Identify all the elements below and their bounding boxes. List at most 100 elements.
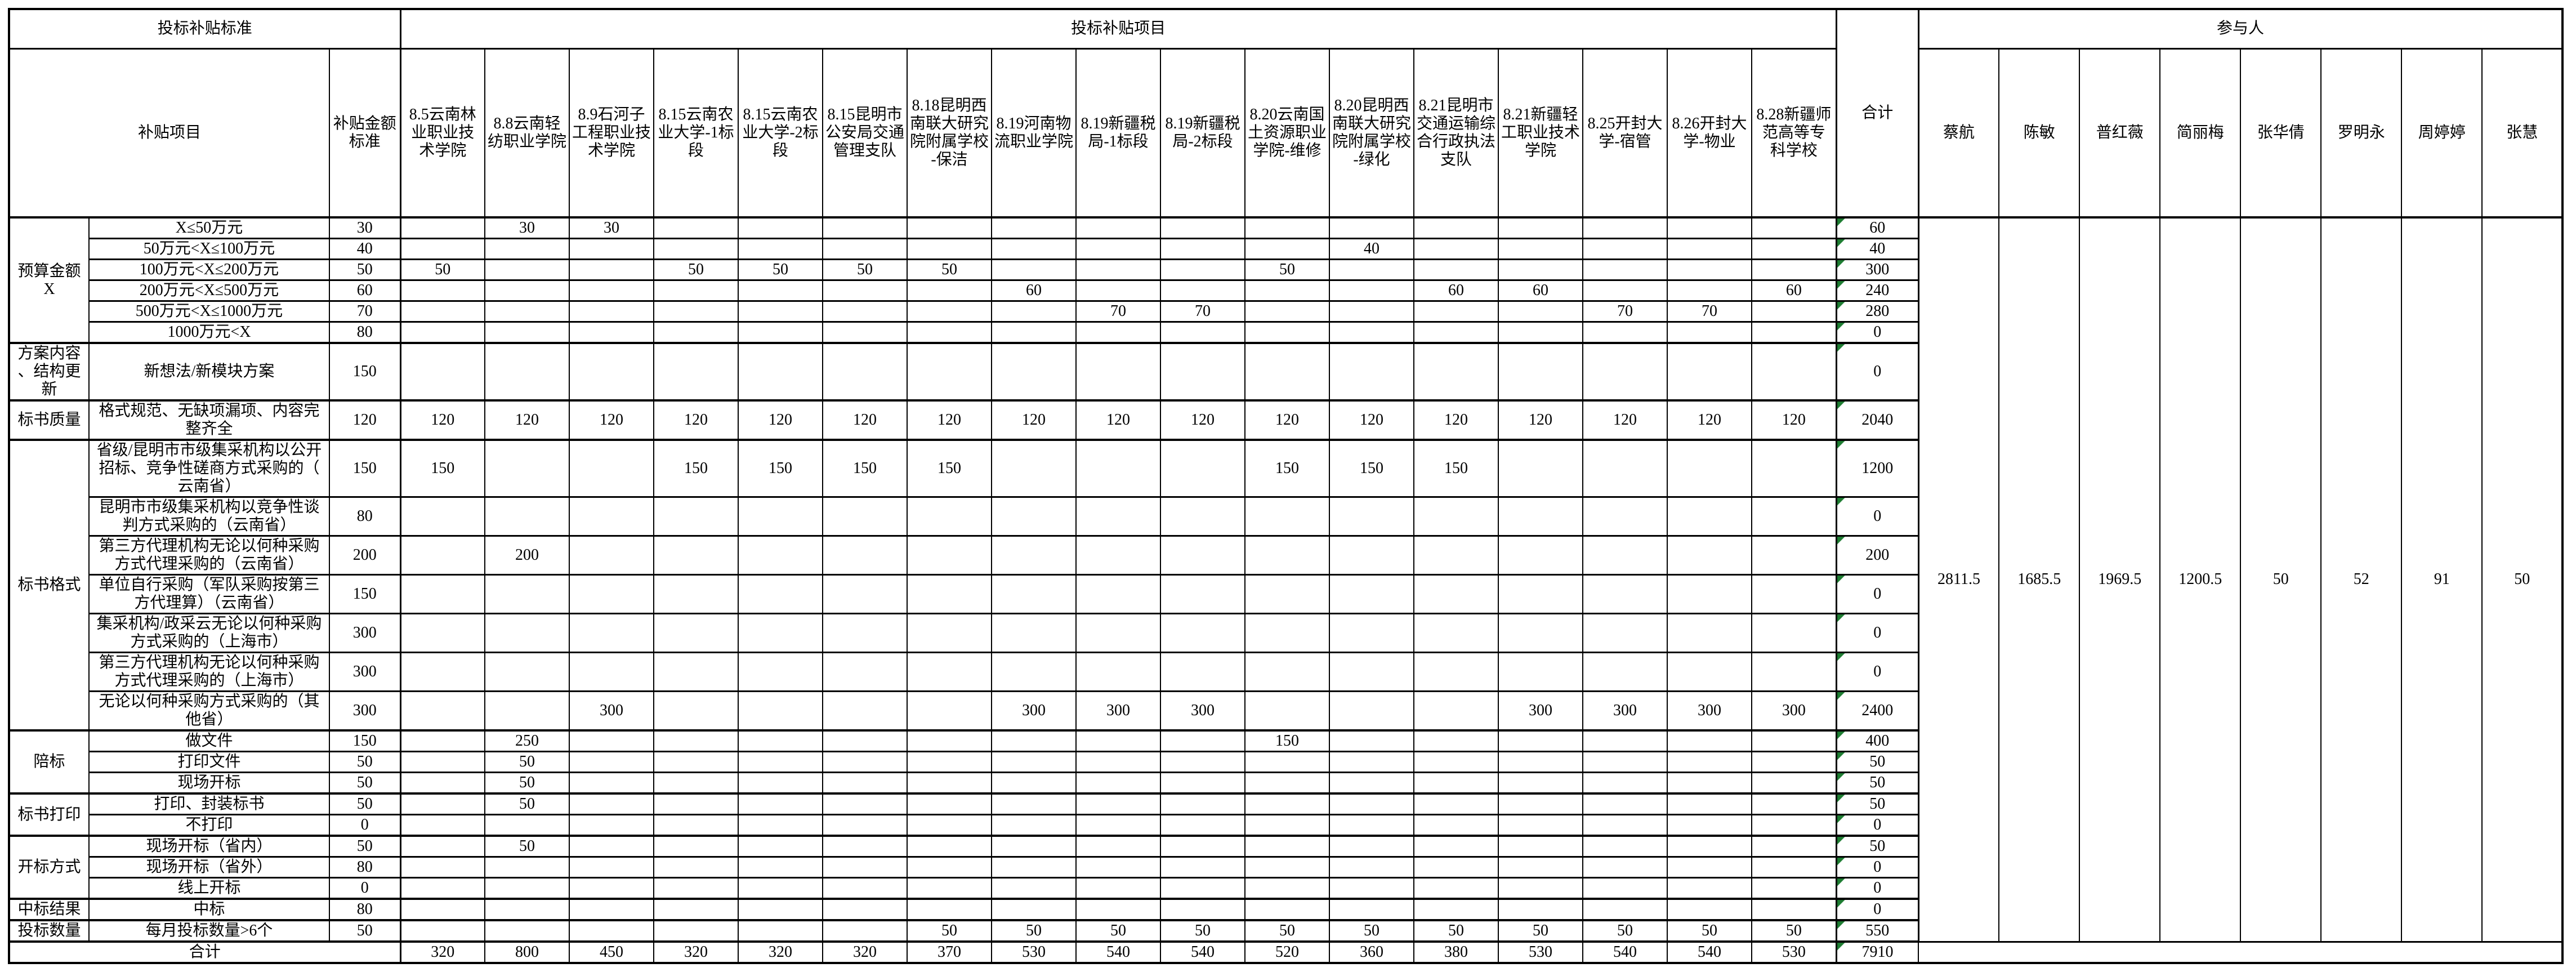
standard-cell[interactable]: 150	[328, 574, 401, 614]
value-cell[interactable]	[484, 342, 570, 402]
row-total-cell[interactable]: 40	[1835, 238, 1919, 260]
projects-section-header[interactable]: 投标补贴项目	[399, 8, 1837, 50]
value-cell[interactable]	[822, 856, 908, 879]
participant-name-header[interactable]: 陈敏	[1998, 47, 2081, 219]
participant-total-cell[interactable]: 91	[2401, 216, 2483, 943]
value-cell[interactable]: 150	[822, 439, 908, 498]
value-cell[interactable]	[907, 690, 993, 732]
value-cell[interactable]	[653, 877, 739, 900]
value-cell[interactable]	[399, 814, 486, 837]
value-cell[interactable]	[991, 877, 1077, 900]
value-cell[interactable]	[1667, 574, 1753, 614]
value-cell[interactable]	[569, 772, 655, 795]
value-cell[interactable]: 300	[1667, 690, 1753, 732]
value-cell[interactable]	[1329, 898, 1415, 921]
value-cell[interactable]	[653, 613, 739, 653]
value-cell[interactable]	[907, 300, 993, 323]
value-cell[interactable]	[1329, 652, 1415, 692]
value-cell[interactable]	[399, 279, 486, 302]
value-cell[interactable]: 70	[1075, 300, 1162, 323]
footer-total-cell[interactable]: 360	[1329, 940, 1415, 964]
value-cell[interactable]	[907, 751, 993, 773]
value-cell[interactable]: 30	[484, 216, 570, 239]
value-cell[interactable]	[1329, 835, 1415, 858]
value-cell[interactable]	[1498, 835, 1584, 858]
value-cell[interactable]	[1667, 496, 1753, 537]
value-cell[interactable]	[822, 835, 908, 858]
standard-cell[interactable]: 80	[328, 321, 401, 344]
value-cell[interactable]	[484, 258, 570, 281]
value-cell[interactable]	[822, 535, 908, 576]
item-cell[interactable]: 打印、封装标书	[88, 792, 330, 815]
row-total-cell[interactable]: 0	[1835, 856, 1919, 879]
value-cell[interactable]: 50	[1075, 919, 1162, 943]
value-cell[interactable]	[1160, 835, 1246, 858]
value-cell[interactable]	[1498, 898, 1584, 921]
value-cell[interactable]	[1413, 856, 1499, 879]
footer-total-cell[interactable]: 320	[822, 940, 908, 964]
value-cell[interactable]	[569, 652, 655, 692]
value-cell[interactable]	[738, 690, 824, 732]
value-cell[interactable]	[569, 279, 655, 302]
item-cell[interactable]: 昆明市市级集采机构以竞争性谈判方式采购的（云南省）	[88, 496, 330, 537]
value-cell[interactable]: 50	[1498, 919, 1584, 943]
participant-name-header[interactable]: 张慧	[2481, 47, 2564, 219]
standard-cell[interactable]: 300	[328, 690, 401, 732]
item-cell[interactable]: 1000万元<X	[88, 321, 330, 344]
grand-total-cell[interactable]: 7910	[1835, 940, 1919, 964]
value-cell[interactable]	[1751, 300, 1837, 323]
value-cell[interactable]: 150	[1329, 439, 1415, 498]
value-cell[interactable]	[653, 535, 739, 576]
value-cell[interactable]	[822, 342, 908, 402]
value-cell[interactable]	[738, 300, 824, 323]
footer-total-cell[interactable]: 370	[907, 940, 993, 964]
value-cell[interactable]	[1075, 258, 1162, 281]
value-cell[interactable]	[1160, 342, 1246, 402]
value-cell[interactable]	[1329, 613, 1415, 653]
value-cell[interactable]	[399, 729, 486, 752]
value-cell[interactable]	[1244, 898, 1331, 921]
row-total-cell[interactable]: 400	[1835, 729, 1919, 752]
value-cell[interactable]	[1751, 792, 1837, 815]
footer-total-cell[interactable]: 380	[1413, 940, 1499, 964]
value-cell[interactable]	[1244, 856, 1331, 879]
value-cell[interactable]	[1160, 439, 1246, 498]
value-cell[interactable]	[991, 300, 1077, 323]
value-cell[interactable]	[1582, 342, 1668, 402]
value-cell[interactable]	[1160, 279, 1246, 302]
value-cell[interactable]	[569, 238, 655, 260]
value-cell[interactable]	[653, 835, 739, 858]
value-cell[interactable]: 40	[1329, 238, 1415, 260]
value-cell[interactable]	[907, 835, 993, 858]
value-cell[interactable]	[1413, 792, 1499, 815]
value-cell[interactable]	[653, 321, 739, 344]
value-cell[interactable]	[1075, 898, 1162, 921]
value-cell[interactable]	[822, 814, 908, 837]
value-cell[interactable]	[1498, 496, 1584, 537]
item-cell[interactable]: 做文件	[88, 729, 330, 752]
value-cell[interactable]	[1498, 751, 1584, 773]
value-cell[interactable]	[1160, 535, 1246, 576]
value-cell[interactable]: 120	[738, 399, 824, 441]
value-cell[interactable]	[1329, 258, 1415, 281]
value-cell[interactable]	[1751, 574, 1837, 614]
value-cell[interactable]	[907, 496, 993, 537]
value-cell[interactable]	[822, 300, 908, 323]
item-cell[interactable]: 不打印	[88, 814, 330, 837]
project-column-header[interactable]: 8.28新疆师范高等专科学校	[1751, 47, 1837, 219]
project-column-header[interactable]: 8.21昆明市交通运输综合行政执法支队	[1413, 47, 1499, 219]
value-cell[interactable]	[569, 729, 655, 752]
row-total-cell[interactable]: 280	[1835, 300, 1919, 323]
standard-cell[interactable]: 300	[328, 613, 401, 653]
value-cell[interactable]	[1582, 613, 1668, 653]
value-cell[interactable]	[738, 898, 824, 921]
value-cell[interactable]	[1582, 772, 1668, 795]
value-cell[interactable]	[1413, 342, 1499, 402]
value-cell[interactable]	[569, 877, 655, 900]
value-cell[interactable]	[484, 439, 570, 498]
item-cell[interactable]: 新想法/新模块方案	[88, 342, 330, 402]
participant-name-header[interactable]: 周婷婷	[2401, 47, 2483, 219]
item-cell[interactable]: 单位自行采购（军队采购按第三方代理算）（云南省）	[88, 574, 330, 614]
value-cell[interactable]: 50	[1244, 919, 1331, 943]
value-cell[interactable]	[738, 652, 824, 692]
